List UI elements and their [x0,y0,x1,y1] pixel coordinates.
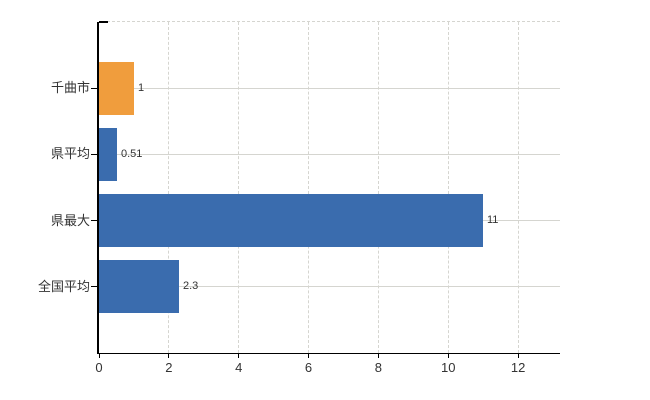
bar-value-label: 0.51 [121,147,143,160]
bar-value-label: 11 [487,214,499,227]
x-tick [98,354,100,358]
x-axis-line [97,353,560,354]
x-tick-label: 6 [304,360,313,375]
x-tick-label: 0 [95,360,103,375]
x-tick [447,354,449,358]
vertical-gridline [238,22,240,353]
x-tick-label: 12 [510,360,526,375]
y-tick [91,286,97,288]
vertical-gridline [447,22,449,353]
x-tick [517,354,519,358]
x-tick-label: 2 [165,360,173,375]
x-tick [377,354,379,358]
category-label: 全国平均 [37,278,90,294]
x-tick [308,354,310,358]
x-tick-label: 10 [441,360,456,375]
horizontal-gridline [99,286,560,288]
bar-value-label: 1 [138,81,145,94]
category-label: 県最大 [50,212,90,228]
x-tick-label: 8 [374,360,382,375]
y-axis-line [97,22,99,354]
horizontal-gridline [99,153,560,155]
vertical-gridline [168,22,170,353]
bar [99,260,179,314]
x-tick [168,354,170,358]
y-tick [91,220,97,222]
bar [99,127,117,181]
x-tick [238,354,240,358]
bar-value-label: 2.3 [183,280,199,293]
y-tick [91,153,97,155]
category-label: 県平均 [50,146,90,162]
horizontal-gridline [99,87,560,89]
y-tick [91,87,97,89]
bar [99,194,483,248]
plot-top-border-stub [99,21,108,23]
vertical-gridline [517,22,519,353]
category-label: 千曲市 [50,80,90,96]
bar [99,61,134,115]
x-tick-label: 4 [235,360,243,375]
vertical-gridline [377,22,379,353]
plot-top-border [107,21,560,22]
vertical-gridline [308,22,310,353]
